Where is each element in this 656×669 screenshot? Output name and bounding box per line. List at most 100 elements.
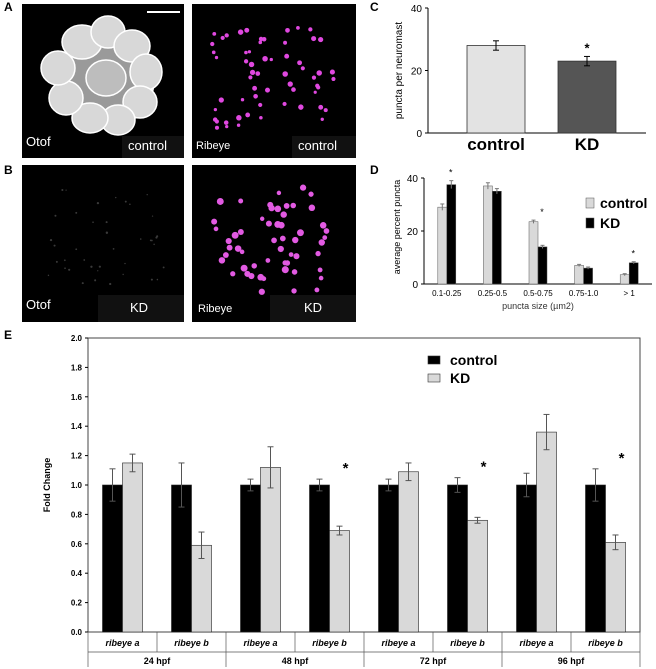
- punctum: [271, 237, 277, 244]
- punctum: [274, 205, 282, 213]
- punctum: [308, 191, 314, 197]
- punctum: [218, 97, 224, 103]
- legend-label: KD: [600, 215, 620, 231]
- punctum: [258, 102, 263, 108]
- punctum: [279, 235, 286, 242]
- punctum: [53, 244, 56, 247]
- y-axis-label: average percent puncta: [392, 180, 402, 275]
- punctum: [248, 272, 255, 280]
- punctum: [124, 200, 127, 203]
- condition-label: KD: [304, 300, 323, 315]
- punctum: [261, 37, 267, 42]
- chart-c-puncta-per-neuromast: 0 20 40 puncta per neuromast control * KD: [394, 4, 646, 154]
- punctum: [280, 211, 287, 218]
- punctum: [222, 252, 229, 258]
- bar-control: [574, 265, 584, 285]
- punctum: [81, 282, 84, 285]
- group-label: 48 hpf: [282, 656, 310, 666]
- legend-swatch: [427, 373, 441, 383]
- panel-letter-e: E: [4, 328, 13, 342]
- otof-control-image: [40, 11, 180, 136]
- legend-label: KD: [450, 370, 470, 386]
- punctum: [220, 35, 225, 41]
- condition-label: KD: [130, 300, 149, 315]
- punctum: [68, 268, 71, 271]
- bar-control: [585, 484, 606, 633]
- punctum: [231, 231, 239, 239]
- y-axis-label: puncta per neuromast: [394, 22, 405, 120]
- punctum: [240, 264, 248, 272]
- otof-kd-image: [47, 188, 165, 286]
- punctum: [285, 27, 290, 33]
- x-tick-label: > 1: [624, 289, 636, 298]
- micrograph-ribeye-control: Ribeye control: [192, 4, 356, 158]
- bar-KD: [260, 467, 281, 633]
- punctum: [98, 265, 101, 268]
- otof-label: Otof: [26, 297, 51, 312]
- bar-KD: [398, 471, 419, 633]
- punctum: [258, 40, 263, 45]
- bar-control: [516, 484, 537, 633]
- punctum: [283, 40, 288, 45]
- otof-label: Otof: [26, 134, 51, 149]
- chart-e-fold-change: 0.0 0.2 0.4 0.6 0.8 1.0 1.2 1.4 1.6 1.8 2.0 Fold Ch…: [42, 334, 641, 667]
- punctum: [283, 203, 290, 209]
- punctum: [75, 211, 78, 214]
- punctum: [287, 81, 293, 87]
- bar-control: [619, 274, 630, 285]
- punctum: [318, 275, 324, 281]
- significance-star: *: [343, 460, 349, 477]
- punctum: [282, 101, 287, 107]
- punctum: [90, 265, 93, 268]
- y-tick-label: 20: [411, 67, 423, 78]
- punctum: [105, 231, 109, 234]
- x-tick-label: ribeye b: [312, 638, 347, 648]
- condition-label: control: [128, 138, 168, 153]
- punctum: [267, 201, 274, 208]
- punctum: [64, 267, 66, 270]
- punctum: [212, 31, 217, 36]
- y-tick-label: 1.6: [71, 393, 83, 402]
- significance-star: *: [449, 168, 453, 178]
- punctum: [237, 29, 244, 35]
- punctum: [236, 115, 242, 121]
- panel-letter-d: D: [370, 163, 379, 177]
- punctum: [323, 108, 328, 113]
- punctum: [276, 190, 282, 196]
- bar-KD: [536, 431, 557, 633]
- punctum: [308, 204, 316, 212]
- punctum: [259, 216, 265, 221]
- y-tick-label: 40: [411, 4, 423, 15]
- bar-KD: [557, 60, 617, 134]
- punctum: [265, 87, 270, 93]
- punctum: [323, 228, 330, 234]
- significance-star: *: [631, 249, 635, 259]
- punctum: [247, 50, 252, 54]
- punctum: [265, 220, 272, 227]
- y-tick-label: 0: [412, 280, 418, 291]
- x-tick-label: ribeye a: [381, 638, 415, 648]
- punctum: [236, 123, 241, 127]
- x-tick-label: ribeye b: [588, 638, 623, 648]
- punctum: [223, 120, 229, 125]
- punctum: [109, 282, 112, 286]
- punctum: [115, 196, 117, 199]
- punctum: [97, 270, 99, 272]
- punctum: [315, 250, 321, 257]
- x-tick-label: ribeye b: [450, 638, 485, 648]
- punctum: [318, 104, 324, 110]
- y-tick-label: 0.8: [71, 510, 83, 519]
- punctum: [291, 87, 296, 92]
- punctum: [296, 26, 300, 30]
- punctum: [211, 50, 216, 55]
- y-tick-label: 20: [407, 227, 419, 238]
- punctum: [297, 60, 303, 66]
- legend-label: control: [600, 195, 647, 211]
- punctum: [237, 228, 244, 235]
- y-tick-label: 0.4: [71, 569, 83, 578]
- significance-star: *: [540, 207, 544, 217]
- punctum: [316, 85, 321, 90]
- punctum: [240, 98, 245, 102]
- y-tick-label: 1.2: [71, 452, 83, 461]
- y-tick-label: 0.2: [71, 599, 83, 608]
